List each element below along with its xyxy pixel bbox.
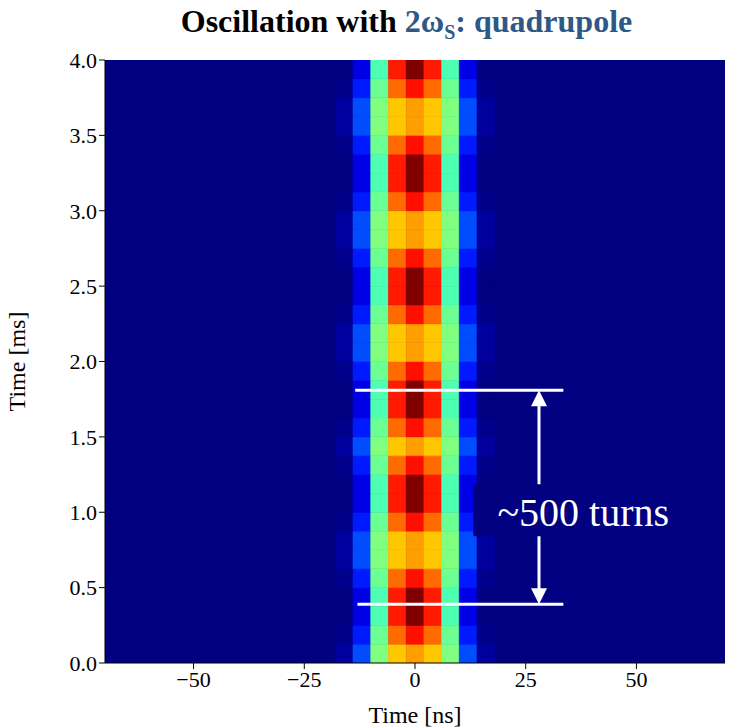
svg-text:4.0: 4.0 [70, 48, 98, 73]
svg-text:−25: −25 [287, 667, 321, 692]
svg-text:2.0: 2.0 [70, 349, 98, 374]
svg-text:0.0: 0.0 [70, 651, 98, 676]
svg-text:50: 50 [625, 667, 647, 692]
svg-text:3.5: 3.5 [70, 123, 98, 148]
svg-text:Time [ms]: Time [ms] [4, 312, 30, 412]
svg-text:~500 turns: ~500 turns [497, 490, 669, 535]
svg-text:Time [ns]: Time [ns] [368, 702, 461, 727]
html-text:Oscillation with 2ωS: quadrupo: Oscillation with 2ωS: quadrupole [180, 3, 633, 44]
svg-text:3.0: 3.0 [70, 199, 98, 224]
svg-text:−50: −50 [176, 667, 210, 692]
svg-text:0.5: 0.5 [70, 575, 98, 600]
svg-text:25: 25 [515, 667, 537, 692]
svg-text:1.5: 1.5 [70, 425, 98, 450]
svg-text:1.0: 1.0 [70, 500, 98, 525]
svg-text:2.5: 2.5 [70, 274, 98, 299]
svg-text:0: 0 [410, 667, 421, 692]
